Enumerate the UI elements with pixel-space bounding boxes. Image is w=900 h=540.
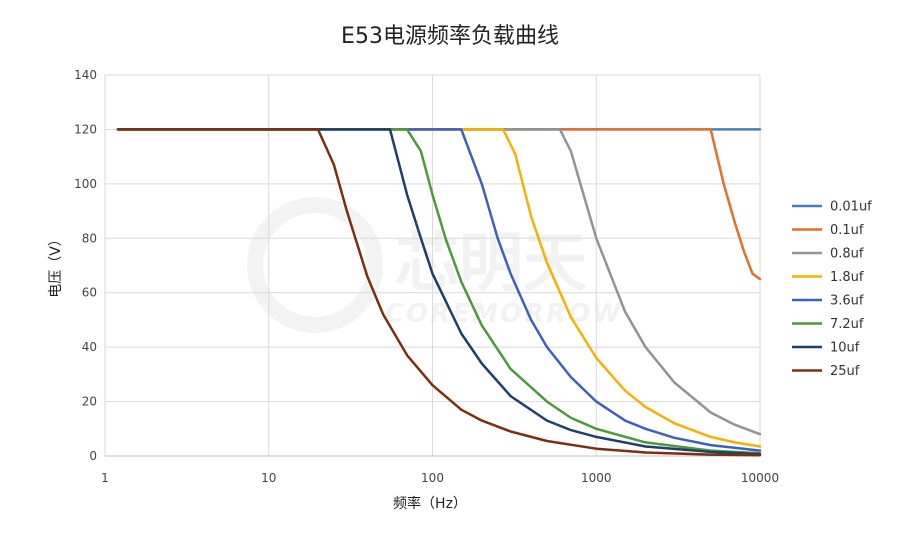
watermark-sub: COREMORROW <box>385 299 623 329</box>
x-tick-label: 1000 <box>581 471 612 485</box>
y-axis-title: 电压（V） <box>48 232 64 298</box>
y-tick-label: 140 <box>74 68 97 82</box>
series-line-0-1uf <box>116 128 762 281</box>
y-tick-label: 80 <box>82 231 97 245</box>
series-line-1-8uf <box>116 128 762 448</box>
legend-label: 0.01uf <box>830 200 872 215</box>
y-tick-label: 20 <box>82 395 97 409</box>
y-tick-label: 40 <box>82 340 97 354</box>
x-tick-label: 100 <box>421 471 444 485</box>
watermark: 芯明天 COREMORROW <box>247 197 623 333</box>
x-tick-label: 10000 <box>741 471 779 485</box>
series-line-3-6uf <box>116 128 762 452</box>
series-group <box>116 128 762 457</box>
series-line-7-2uf <box>116 128 762 455</box>
x-tick-label: 10 <box>261 471 276 485</box>
chart-title: E53电源频率负载曲线 <box>341 24 559 49</box>
legend-label: 7.2uf <box>830 317 864 332</box>
y-tick-label: 120 <box>74 122 97 136</box>
y-tick-labels: 0 20 40 60 80 100 120 140 <box>74 68 97 463</box>
legend-label: 10uf <box>830 341 860 356</box>
x-axis-title: 频率（Hz） <box>393 495 467 512</box>
legend-label: 1.8uf <box>830 270 864 285</box>
x-tick-label: 1 <box>101 471 109 485</box>
watermark-logo-icon <box>247 197 383 333</box>
grid <box>104 74 761 457</box>
y-tick-label: 60 <box>82 286 97 300</box>
legend-label: 3.6uf <box>830 294 864 309</box>
x-tick-labels: 1 10 100 1000 10000 <box>101 471 779 485</box>
y-tick-label: 0 <box>89 449 97 463</box>
series-line-0-8uf <box>116 128 762 436</box>
legend-label: 0.8uf <box>830 247 864 262</box>
watermark-main: 芯明天 <box>395 227 587 301</box>
series-line-25uf <box>116 128 762 457</box>
legend: 0.01uf 0.1uf 0.8uf 1.8uf 3.6uf 7.2uf 10uf 25uf <box>792 200 872 379</box>
y-tick-label: 100 <box>74 177 97 191</box>
series-line-10uf <box>116 128 762 456</box>
legend-label: 0.1uf <box>830 223 864 238</box>
legend-label: 25uf <box>830 364 860 379</box>
